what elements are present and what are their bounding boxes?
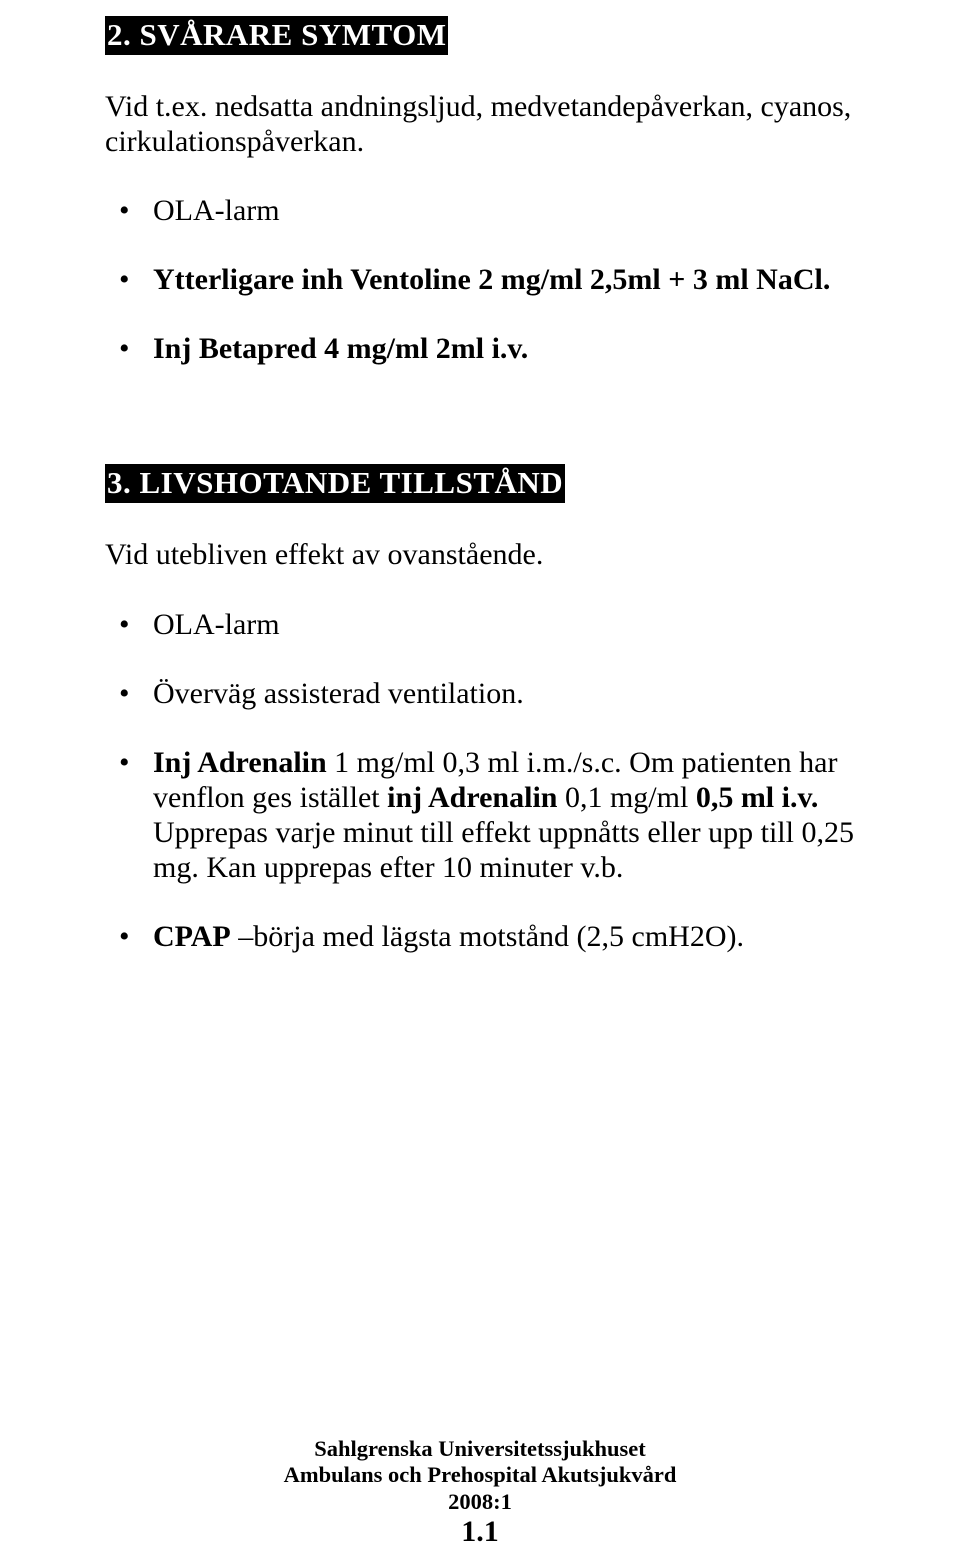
section-3-intro: Vid utebliven effekt av ovanstående.	[105, 537, 855, 572]
bullet-text: Inj Adrenalin 1 mg/ml 0,3 ml i.m./s.c. O…	[153, 746, 854, 884]
bullet-text: Ytterligare inh Ventoline 2 mg/ml 2,5ml …	[153, 263, 830, 296]
section-2: 2. SVÅRARE SYMTOM Vid t.ex. nedsatta and…	[105, 10, 855, 366]
footer-org: Sahlgrenska Universitetssjukhuset	[0, 1436, 960, 1462]
section-3: 3. LIVSHOTANDE TILLSTÅND Vid utebliven e…	[105, 464, 855, 954]
list-item: Överväg assisterad ventilation.	[105, 676, 855, 711]
list-item: Ytterligare inh Ventoline 2 mg/ml 2,5ml …	[105, 262, 855, 297]
page: 2. SVÅRARE SYMTOM Vid t.ex. nedsatta and…	[0, 0, 960, 1565]
section-2-heading: 2. SVÅRARE SYMTOM	[105, 16, 448, 55]
section-3-heading: 3. LIVSHOTANDE TILLSTÅND	[105, 464, 565, 503]
list-item: CPAP –börja med lägsta motstånd (2,5 cmH…	[105, 919, 855, 954]
bullet-text: OLA-larm	[153, 194, 280, 227]
bullet-text: Inj Betapred 4 mg/ml 2ml i.v.	[153, 332, 528, 365]
section-2-bullets: OLA-larm Ytterligare inh Ventoline 2 mg/…	[105, 193, 855, 366]
list-item: Inj Adrenalin 1 mg/ml 0,3 ml i.m./s.c. O…	[105, 745, 855, 885]
bullet-text: OLA-larm	[153, 608, 280, 641]
page-footer: Sahlgrenska Universitetssjukhuset Ambula…	[0, 1436, 960, 1549]
list-item: OLA-larm	[105, 607, 855, 642]
footer-dept: Ambulans och Prehospital Akutsjukvård	[0, 1462, 960, 1488]
bullet-text: CPAP –börja med lägsta motstånd (2,5 cmH…	[153, 920, 744, 953]
section-2-intro: Vid t.ex. nedsatta andningsljud, medveta…	[105, 89, 855, 159]
bullet-text: Överväg assisterad ventilation.	[153, 677, 524, 710]
section-3-bullets: OLA-larm Överväg assisterad ventilation.…	[105, 607, 855, 955]
list-item: Inj Betapred 4 mg/ml 2ml i.v.	[105, 331, 855, 366]
footer-year: 2008:1	[0, 1489, 960, 1515]
footer-page-number: 1.1	[0, 1515, 960, 1549]
list-item: OLA-larm	[105, 193, 855, 228]
